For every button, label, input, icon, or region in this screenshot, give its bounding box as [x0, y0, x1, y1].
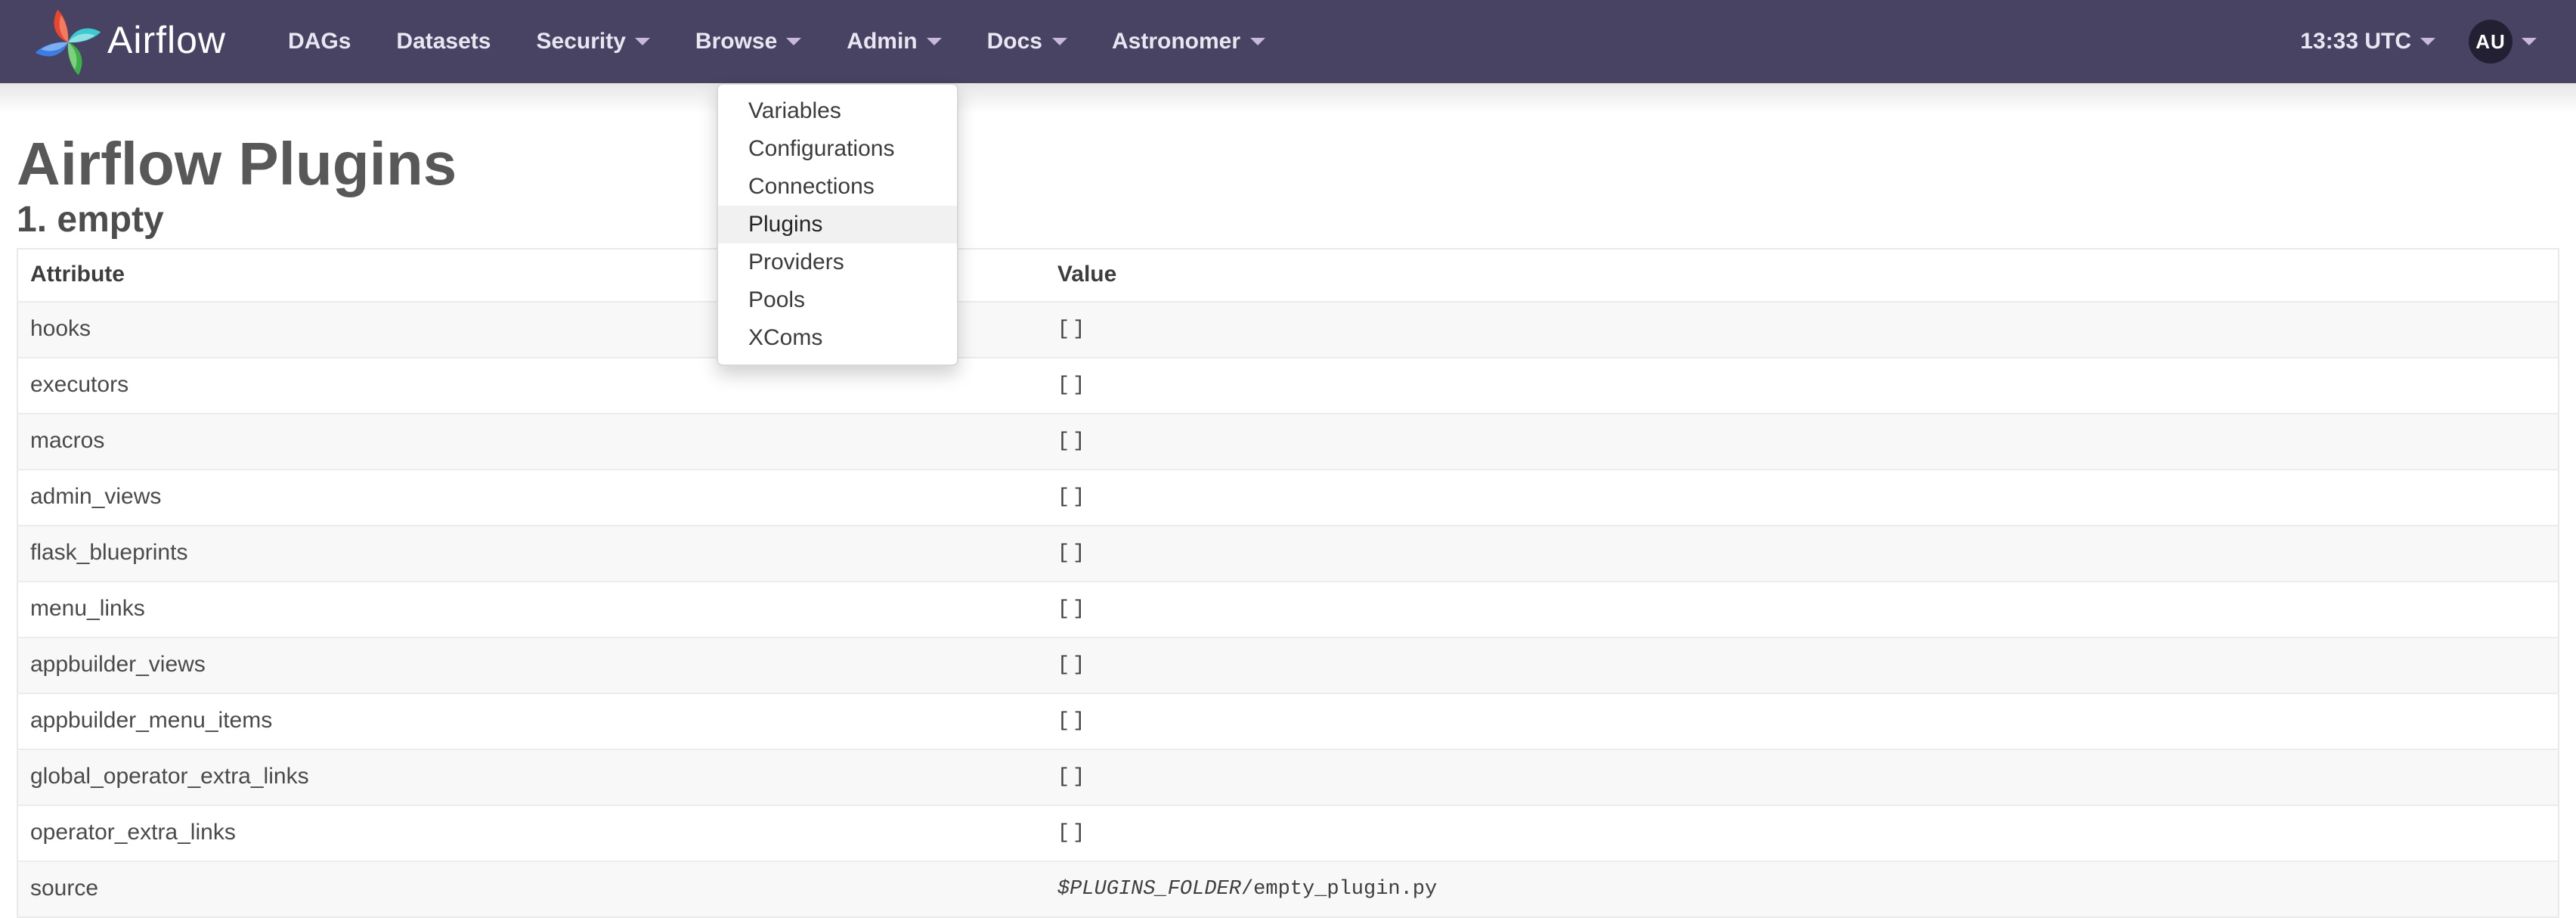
caret-down-icon: [786, 38, 802, 45]
nav-item-browse[interactable]: Browse: [673, 29, 824, 54]
menu-item-plugins[interactable]: Plugins: [718, 206, 957, 243]
attribute-cell: appbuilder_views: [17, 637, 1045, 693]
navbar: Airflow DAGs Datasets Security Browse Ad…: [0, 0, 2576, 83]
attribute-cell: macros: [17, 413, 1045, 470]
attribute-cell: source: [17, 861, 1045, 917]
table-row: hooks []: [17, 301, 2559, 358]
menu-item-providers[interactable]: Providers: [748, 250, 844, 275]
user-menu[interactable]: AU: [2469, 20, 2537, 64]
plugin-section-heading: 1. empty: [17, 200, 164, 240]
menu-item-pools[interactable]: Pools: [748, 287, 806, 313]
table-row: appbuilder_views []: [17, 637, 2559, 693]
avatar: AU: [2469, 20, 2513, 64]
nav-item-astronomer[interactable]: Astronomer: [1089, 29, 1287, 54]
nav-item-admin[interactable]: Admin: [824, 29, 964, 54]
navbar-right: 13:33 UTC AU: [2300, 20, 2537, 64]
table-row: operator_extra_links []: [17, 805, 2559, 861]
attribute-cell: global_operator_extra_links: [17, 749, 1045, 805]
caret-down-icon: [2420, 38, 2435, 45]
table-row: global_operator_extra_links []: [17, 749, 2559, 805]
value-cell: []: [1045, 413, 2559, 470]
brand-label: Airflow: [107, 20, 227, 62]
table-row: menu_links []: [17, 581, 2559, 637]
value-cell: []: [1045, 469, 2559, 526]
main-nav: DAGs Datasets Security Browse Admin Docs: [265, 29, 1287, 54]
value-cell: []: [1045, 749, 2559, 805]
value-cell: []: [1045, 357, 2559, 414]
nav-item-datasets[interactable]: Datasets: [396, 29, 491, 54]
table-row: executors []: [17, 357, 2559, 414]
attribute-cell: executors: [17, 357, 1045, 414]
airflow-logo-icon: [35, 8, 101, 75]
content: Airflow Plugins 1. empty Attribute Value…: [0, 133, 2576, 918]
caret-down-icon: [926, 38, 942, 45]
menu-item-xcoms[interactable]: XComs: [748, 325, 823, 351]
clock-label: 13:33 UTC: [2300, 29, 2411, 54]
caret-down-icon: [2522, 38, 2537, 45]
caret-down-icon: [1249, 38, 1265, 45]
nav-item-docs[interactable]: Docs: [964, 29, 1089, 54]
navbar-brand[interactable]: Airflow: [33, 7, 226, 76]
table-header-row: Attribute Value: [17, 249, 2559, 302]
menu-item-configurations[interactable]: Configurations: [748, 136, 895, 162]
page-title: Airflow Plugins: [17, 132, 457, 198]
value-cell: []: [1045, 525, 2559, 582]
value-cell: []: [1045, 301, 2559, 358]
nav-item-dags[interactable]: DAGs: [288, 29, 351, 54]
caret-down-icon: [634, 38, 650, 45]
column-header-attribute: Attribute: [30, 262, 125, 287]
menu-item-variables[interactable]: Variables: [748, 98, 841, 124]
table-row-source: source $PLUGINS_FOLDER/empty_plugin.py: [17, 861, 2559, 917]
column-header-value: Value: [1057, 262, 1117, 287]
navbar-shadow: [0, 83, 2576, 113]
attribute-cell: operator_extra_links: [17, 805, 1045, 861]
attribute-cell: appbuilder_menu_items: [17, 693, 1045, 749]
table-row: appbuilder_menu_items []: [17, 693, 2559, 749]
nav-item-security[interactable]: Security: [514, 29, 673, 54]
menu-item-connections[interactable]: Connections: [748, 174, 875, 200]
table-row: admin_views []: [17, 469, 2559, 526]
value-cell: []: [1045, 637, 2559, 693]
attribute-cell: admin_views: [17, 469, 1045, 526]
value-cell: []: [1045, 693, 2559, 749]
attribute-cell: flask_blueprints: [17, 525, 1045, 582]
table-row: macros []: [17, 413, 2559, 470]
plugins-table: Attribute Value hooks [] executors [] ma…: [17, 248, 2559, 918]
value-cell: []: [1045, 581, 2559, 637]
attribute-cell: menu_links: [17, 581, 1045, 637]
clock-menu[interactable]: 13:33 UTC: [2300, 29, 2435, 54]
caret-down-icon: [1051, 38, 1067, 45]
value-cell: $PLUGINS_FOLDER/empty_plugin.py: [1045, 861, 2559, 917]
value-cell: []: [1045, 805, 2559, 861]
table-row: flask_blueprints []: [17, 525, 2559, 582]
admin-dropdown-menu: Variables Configurations Connections Plu…: [717, 83, 958, 366]
